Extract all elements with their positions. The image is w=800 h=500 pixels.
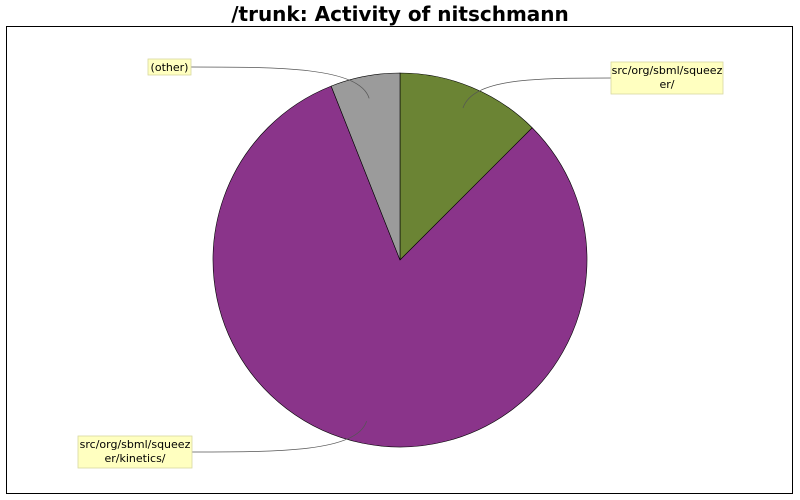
pie-slice-0 <box>399 72 533 261</box>
pie-slice-1 <box>212 85 588 448</box>
leader-line-0 <box>462 77 612 109</box>
slice-label-text-0-1: er/ <box>660 78 675 91</box>
pie-slices <box>212 72 588 448</box>
slice-label-text-1-1: er/kinetics/ <box>104 452 165 465</box>
leader-line-2 <box>190 66 370 99</box>
label-leaders <box>190 66 612 453</box>
leader-line-1 <box>191 421 367 453</box>
slice-label-2: (other) <box>147 58 192 76</box>
slice-label-box-2 <box>147 58 192 76</box>
chart-title: /trunk: Activity of nitschmann <box>231 2 569 26</box>
slice-label-box-1 <box>77 435 193 469</box>
pie-slice-2 <box>330 72 401 261</box>
slice-label-text-2-0: (other) <box>151 61 189 74</box>
slice-label-text-0-0: src/org/sbml/squeez <box>612 64 723 77</box>
slice-label-box-0 <box>610 61 724 95</box>
slice-label-text-1-0: src/org/sbml/squeez <box>80 438 191 451</box>
plot-frame <box>6 26 793 494</box>
slice-labels: src/org/sbml/squeezer/src/org/sbml/squee… <box>77 58 724 469</box>
